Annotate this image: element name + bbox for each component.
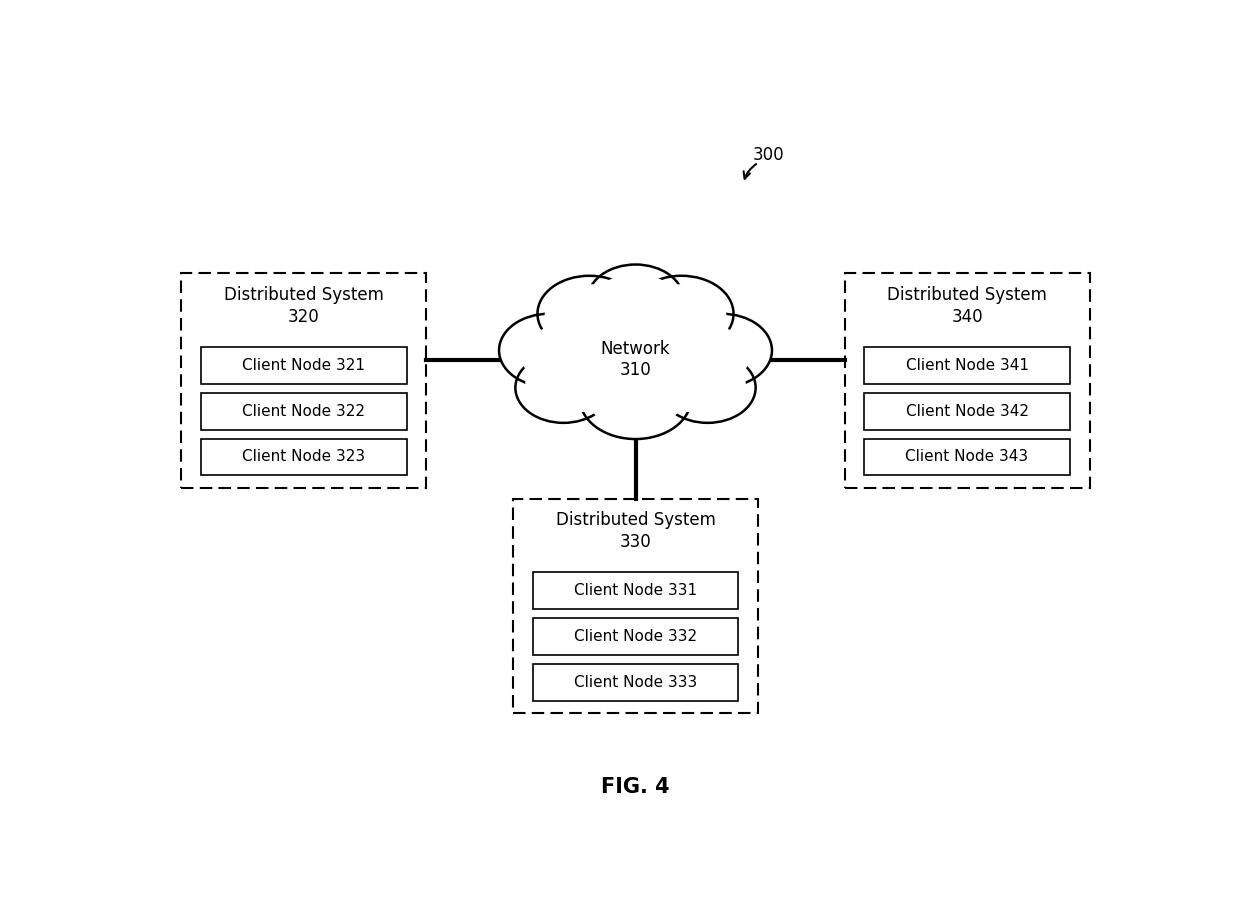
- Circle shape: [665, 355, 745, 414]
- Text: Client Node 332: Client Node 332: [574, 629, 697, 644]
- FancyBboxPatch shape: [532, 664, 739, 700]
- Circle shape: [534, 321, 660, 412]
- FancyBboxPatch shape: [864, 439, 1070, 475]
- Circle shape: [537, 276, 641, 352]
- FancyBboxPatch shape: [201, 439, 407, 475]
- Text: Distributed System
340: Distributed System 340: [887, 286, 1047, 326]
- Circle shape: [526, 355, 606, 414]
- Circle shape: [516, 353, 611, 423]
- Text: Distributed System
320: Distributed System 320: [224, 286, 384, 326]
- Text: Client Node 323: Client Node 323: [242, 450, 366, 464]
- Circle shape: [637, 285, 725, 350]
- FancyBboxPatch shape: [201, 347, 407, 384]
- Circle shape: [588, 264, 683, 335]
- Circle shape: [611, 321, 737, 412]
- FancyBboxPatch shape: [844, 273, 1090, 488]
- Circle shape: [660, 353, 755, 423]
- Text: Client Node 341: Client Node 341: [905, 358, 1028, 373]
- FancyBboxPatch shape: [532, 572, 739, 609]
- Text: Network
310: Network 310: [600, 340, 671, 379]
- Circle shape: [580, 357, 691, 439]
- Text: Distributed System
330: Distributed System 330: [556, 511, 715, 551]
- Text: Client Node 333: Client Node 333: [574, 675, 697, 690]
- Text: Client Node 322: Client Node 322: [243, 404, 366, 419]
- Circle shape: [546, 285, 634, 350]
- FancyBboxPatch shape: [201, 393, 407, 430]
- Text: Client Node 343: Client Node 343: [905, 450, 1029, 464]
- FancyBboxPatch shape: [864, 393, 1070, 430]
- Circle shape: [666, 325, 749, 387]
- FancyBboxPatch shape: [532, 618, 739, 654]
- Text: 300: 300: [753, 146, 784, 165]
- Circle shape: [549, 289, 722, 416]
- FancyBboxPatch shape: [864, 347, 1070, 384]
- Circle shape: [522, 325, 605, 387]
- Text: Client Node 321: Client Node 321: [243, 358, 366, 373]
- Circle shape: [498, 314, 599, 387]
- Text: FIG. 4: FIG. 4: [601, 777, 670, 797]
- Text: Client Node 342: Client Node 342: [905, 404, 1028, 419]
- Circle shape: [588, 359, 683, 430]
- Circle shape: [672, 314, 773, 387]
- FancyBboxPatch shape: [181, 273, 427, 488]
- Text: Client Node 331: Client Node 331: [574, 583, 697, 599]
- FancyBboxPatch shape: [513, 498, 758, 713]
- Circle shape: [595, 273, 676, 333]
- Circle shape: [551, 291, 720, 414]
- Circle shape: [630, 276, 734, 352]
